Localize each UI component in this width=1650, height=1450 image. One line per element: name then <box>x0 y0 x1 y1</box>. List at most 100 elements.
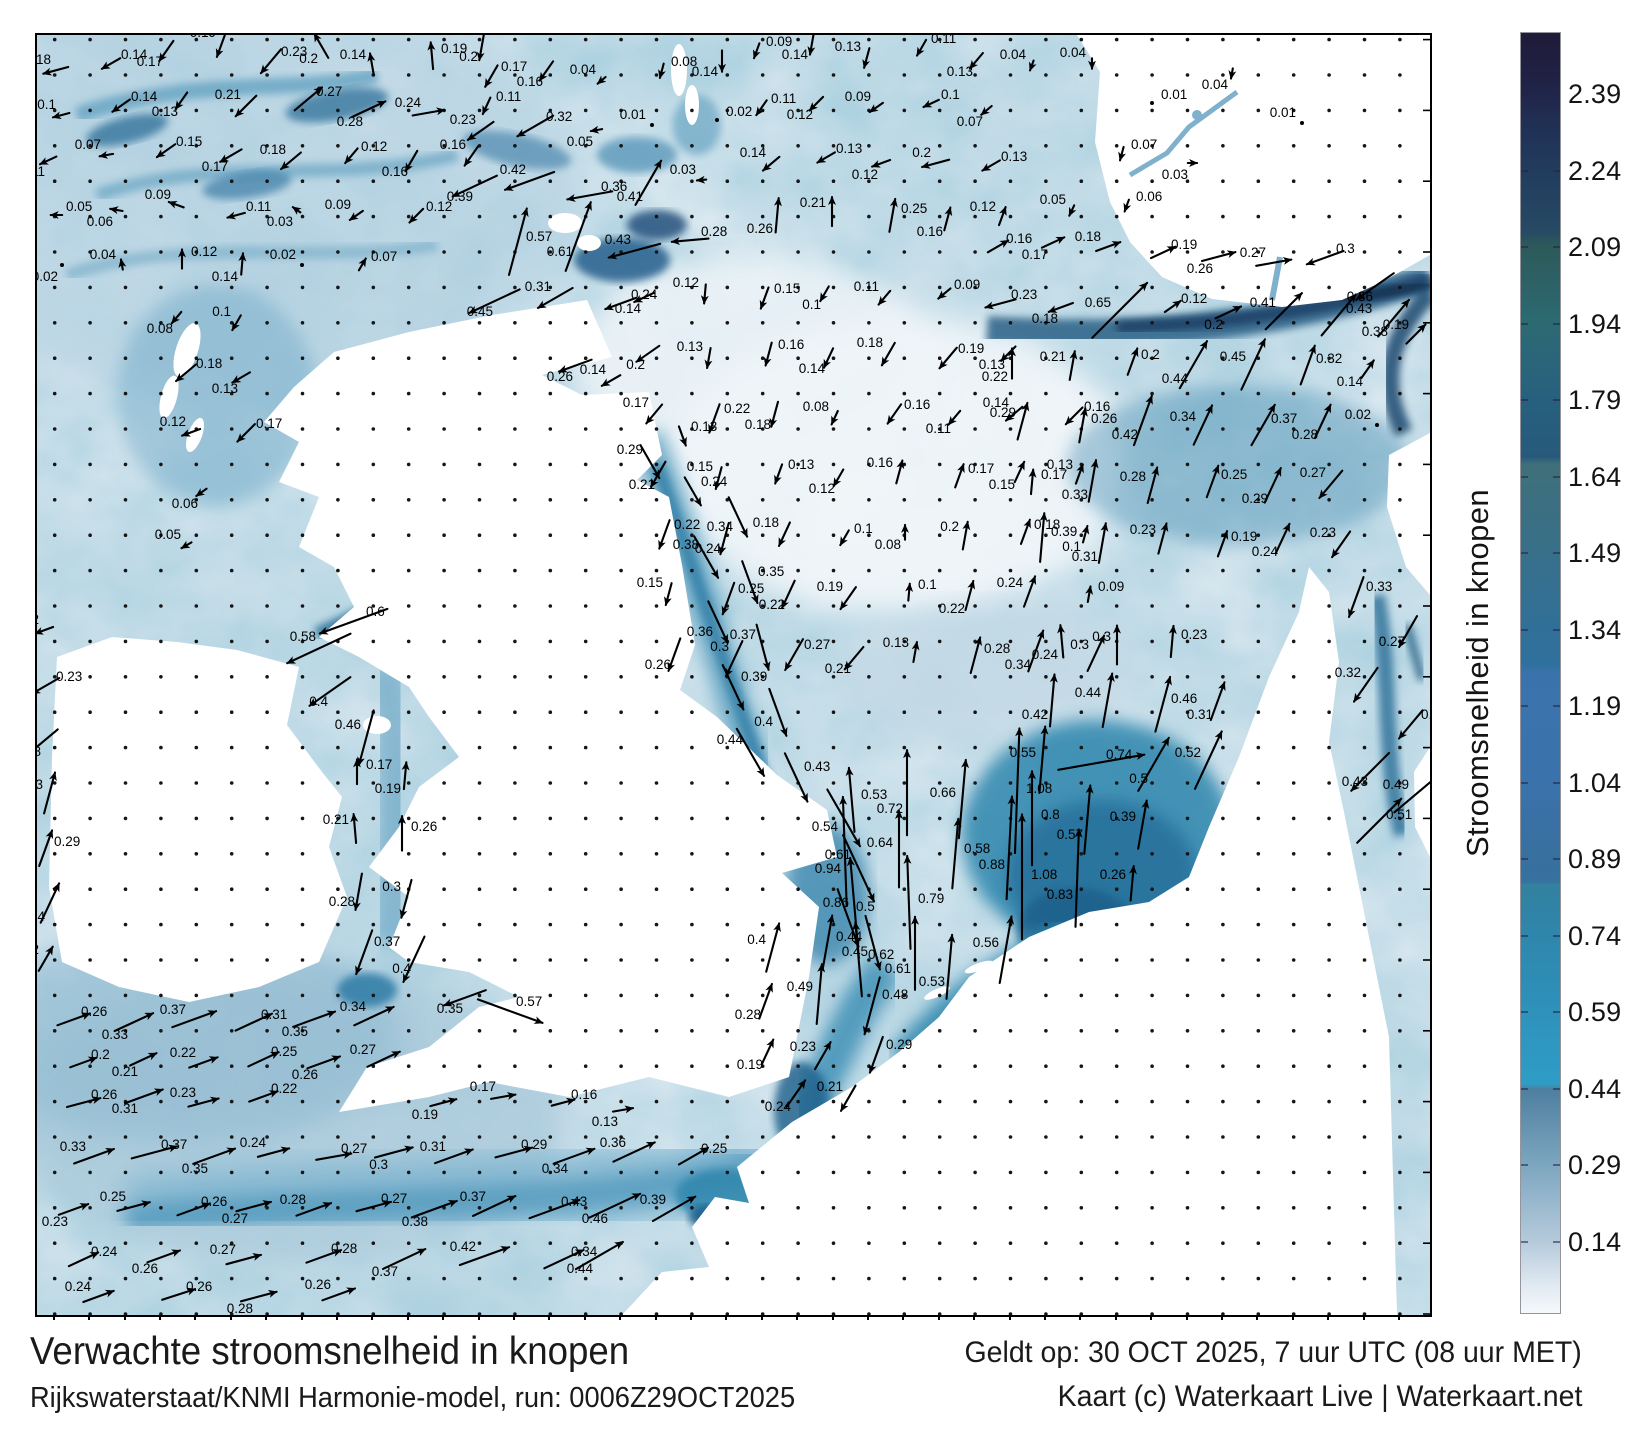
frame-tick <box>512 1315 515 1320</box>
island-wadden <box>1055 926 1083 936</box>
frame-tick <box>1256 1315 1259 1320</box>
current-speed-label: 0.16 <box>778 337 804 352</box>
current-arrow <box>366 1050 401 1068</box>
current-arrow <box>239 1289 278 1303</box>
current-arrow <box>945 933 956 1000</box>
current-speed-label: 0.02 <box>270 247 296 262</box>
current-arrow <box>1013 460 1026 484</box>
current-arrow <box>291 206 302 215</box>
current-arrow <box>915 38 928 57</box>
current-arrow <box>1022 575 1037 608</box>
current-arrow <box>1038 725 1049 794</box>
current-speed-label: 0.14 <box>121 47 148 62</box>
current-speed-label: 0.49 <box>787 979 813 994</box>
colorbar-tick-mark <box>1553 1011 1560 1014</box>
current-arrow <box>880 341 896 367</box>
current-speed-label: 0.26 <box>292 1067 318 1082</box>
current-speed-label: 0.12 <box>809 481 835 496</box>
current-speed-label: 0.29 <box>886 1037 912 1052</box>
current-arrow <box>1137 736 1170 792</box>
current-arrow <box>381 1248 427 1270</box>
current-arrow <box>1377 298 1410 338</box>
current-arrow <box>845 766 856 833</box>
current-speed-label: 0.23 <box>1011 287 1037 302</box>
current-arrow <box>1057 752 1146 771</box>
current-speed-label: 0.13 <box>691 419 717 434</box>
current-arrow <box>292 1010 337 1028</box>
current-speed-label: 0.19 <box>958 341 984 356</box>
current-arrow <box>777 521 791 547</box>
frame-tick <box>1079 1315 1082 1320</box>
current-speed-label: 0.31 <box>1187 707 1213 722</box>
current-speed-label: 0.46 <box>1171 691 1197 706</box>
current-speed-label: 0.14 <box>740 145 767 160</box>
current-arrow <box>293 86 324 112</box>
current-arrow <box>1086 634 1106 672</box>
colorbar-tick-mark <box>1521 1011 1528 1014</box>
current-arrow <box>1000 345 1017 362</box>
current-arrow <box>574 1240 624 1271</box>
current-speed-label: 0.05 <box>155 527 181 542</box>
current-arrow <box>663 582 673 607</box>
current-arrow <box>600 374 622 387</box>
current-speed-label: 0.14 <box>1337 374 1364 389</box>
current-speed-label: 0.15 <box>774 281 800 296</box>
current-speed-label: 0.17 <box>202 159 228 174</box>
current-arrow <box>219 148 243 163</box>
current-speed-label: 0.22 <box>939 601 965 616</box>
current-arrow <box>113 1012 155 1033</box>
current-arrow <box>507 207 529 276</box>
current-arrow <box>481 96 492 116</box>
current-speed-label: 0.16 <box>571 1087 597 1102</box>
current-speed-label: 0.25 <box>100 1189 126 1204</box>
current-speed-label: 0.03 <box>1162 167 1188 182</box>
current-speed-label: 0.34 <box>542 1161 569 1176</box>
current-arrow <box>808 95 825 112</box>
current-arrow <box>38 155 58 166</box>
current-arrow <box>815 963 826 1025</box>
current-arrow <box>670 237 710 246</box>
current-arrow <box>724 640 744 678</box>
colorbar-tick-mark <box>1521 246 1528 249</box>
current-speed-label: 0.12 <box>852 167 878 182</box>
current-speed-label: 0.58 <box>964 841 990 856</box>
current-arrow <box>596 75 607 85</box>
current-speed-label: 0.28 <box>1421 707 1430 722</box>
current-arrow <box>123 1088 164 1105</box>
current-arrow <box>352 872 363 911</box>
current-speed-label: 0.2 <box>1141 347 1160 362</box>
current-arrow <box>226 211 246 220</box>
current-speed-label: 0.19 <box>190 35 216 40</box>
current-speed-label: 0.23 <box>281 44 307 59</box>
current-arrow <box>367 52 376 76</box>
current-arrow <box>1157 522 1169 555</box>
current-arrow <box>468 288 521 314</box>
current-arrow <box>1097 522 1109 564</box>
current-speed-label: 0.17 <box>501 59 527 74</box>
current-arrow <box>964 579 976 612</box>
current-speed-label: 0.28 <box>331 1241 357 1256</box>
frame-tick <box>300 1315 303 1320</box>
current-arrow <box>937 287 952 300</box>
current-arrow <box>536 286 574 310</box>
frame-tick <box>1327 1315 1330 1320</box>
current-speed-label: 0.18 <box>745 417 771 432</box>
current-arrow <box>225 1253 263 1266</box>
current-speed-label: 0.83 <box>1047 887 1073 902</box>
current-speed-label: 0.17 <box>137 54 163 69</box>
current-arrow <box>1305 249 1345 266</box>
current-arrow <box>399 878 413 919</box>
current-speed-label: 0.27 <box>341 1141 367 1156</box>
current-speed-label: 0.26 <box>91 1087 117 1102</box>
map-frame: 0.180.140.170.190.230.20.140.190.20.10.1… <box>35 33 1432 1317</box>
current-speed-label: 0.3 <box>1092 629 1111 644</box>
colorbar-tick-mark <box>1553 781 1560 784</box>
current-speed-label: 0.58 <box>290 629 316 644</box>
current-speed-label: 0.21 <box>112 1064 138 1079</box>
current-speed-label: 0.3 <box>382 879 401 894</box>
current-arrow <box>410 1199 458 1219</box>
current-arrow <box>683 476 702 507</box>
current-speed-label: 0.17 <box>968 461 994 476</box>
colorbar-tick-mark <box>1521 628 1528 631</box>
current-arrow <box>667 637 682 672</box>
